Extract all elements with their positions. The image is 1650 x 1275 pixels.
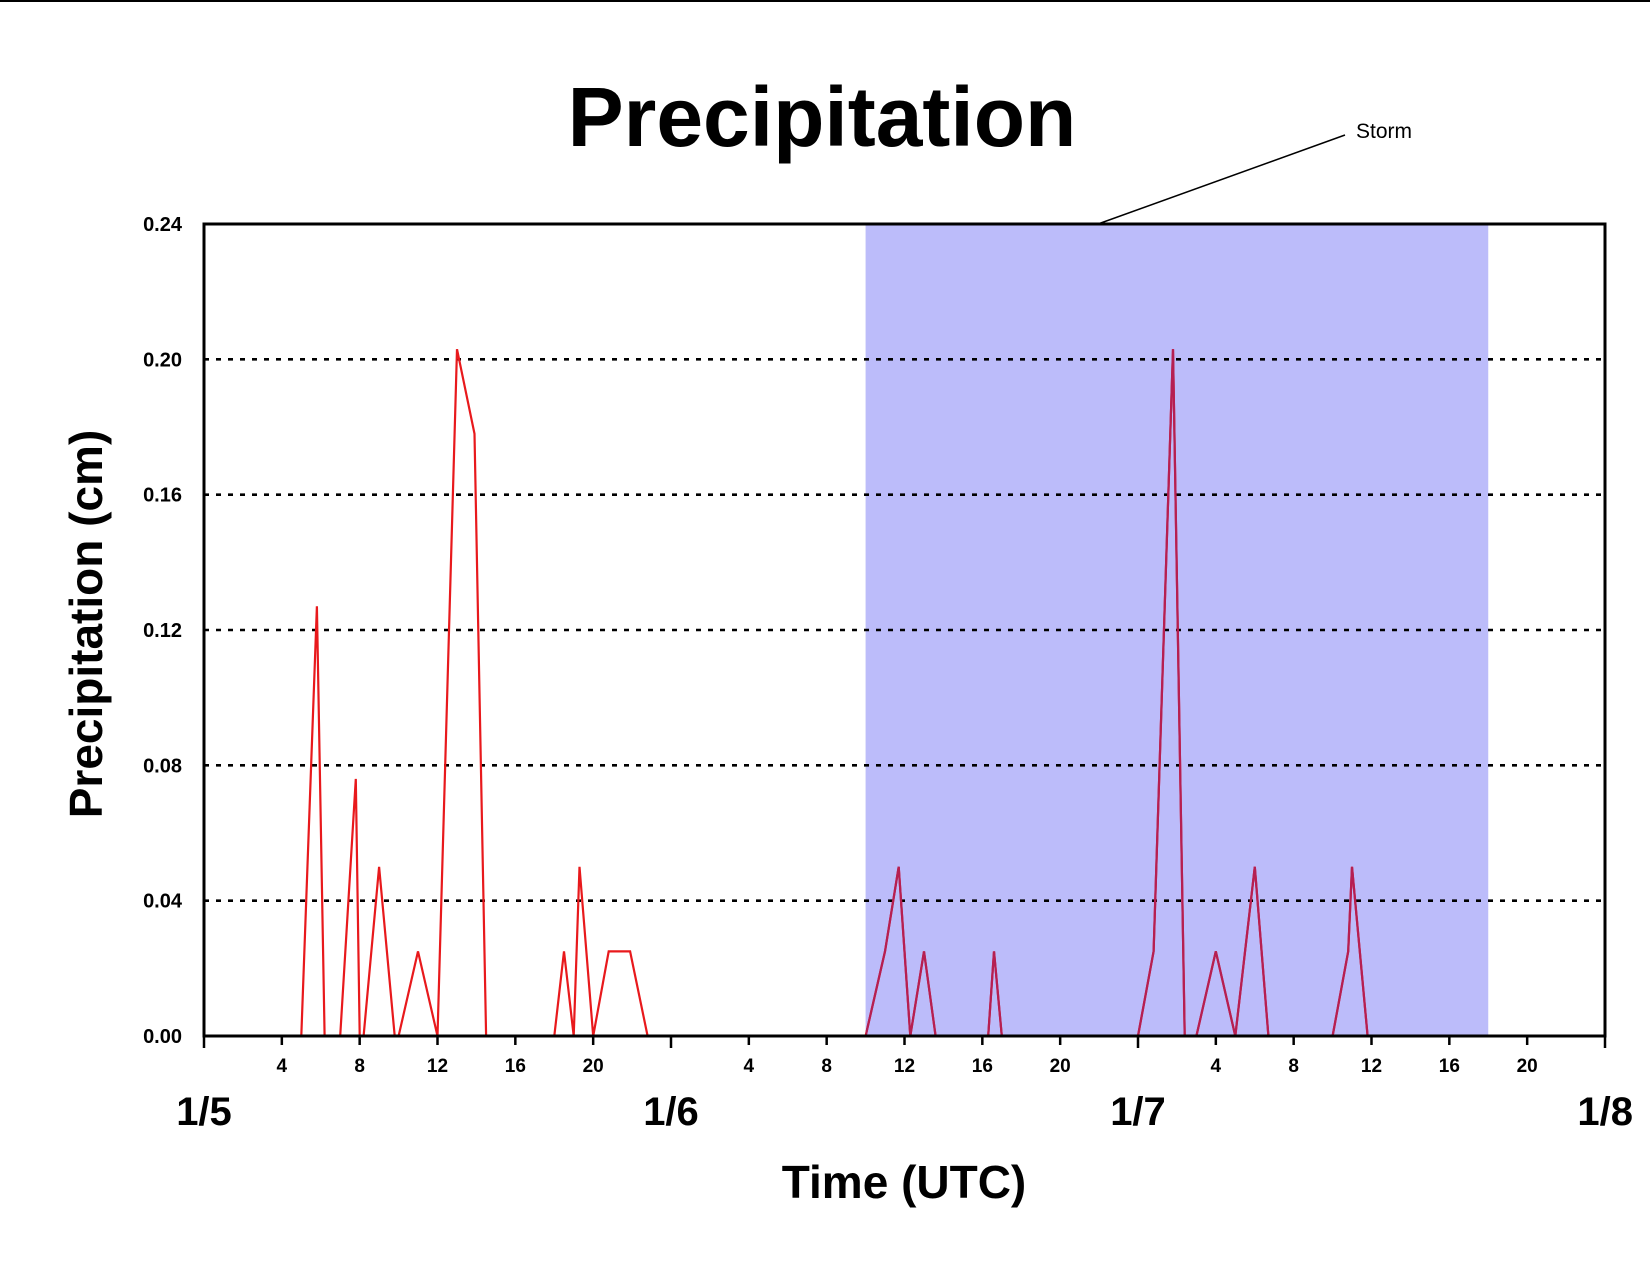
y-tick-label: 0.24	[143, 214, 183, 236]
x-tick-label: 12	[427, 1056, 448, 1077]
day-labels: 1/5 1/6 1/7 1/8	[176, 1090, 1633, 1134]
y-axis-label: Precipitation (cm)	[60, 430, 112, 819]
gridlines	[204, 358, 1605, 902]
storm-annotation-label: Storm	[1356, 120, 1412, 143]
day-label: 1/7	[1110, 1090, 1166, 1134]
chart-title: Precipitation	[568, 70, 1077, 164]
x-tick-label: 4	[277, 1056, 288, 1077]
x-tick-label: 20	[583, 1056, 604, 1077]
day-label: 1/8	[1577, 1090, 1633, 1134]
y-tick-label: 0.00	[143, 1026, 182, 1048]
day-label: 1/5	[176, 1090, 232, 1134]
y-tick-label: 0.08	[143, 755, 182, 777]
x-tick-label: 8	[821, 1056, 832, 1077]
x-tick-label: 20	[1050, 1056, 1071, 1077]
x-tick-label: 4	[744, 1056, 755, 1077]
x-tick-label: 20	[1517, 1056, 1538, 1077]
x-tick-label: 8	[354, 1056, 365, 1077]
x-axis-label: Time (UTC)	[782, 1156, 1027, 1208]
plot-frame	[202, 222, 1607, 1038]
x-tick-labels: 4 8 12 16 20 4 8 12 16 20 4 8 12 16 20	[277, 1056, 1538, 1077]
x-tick-label: 4	[1211, 1056, 1222, 1077]
x-tick-label: 16	[1439, 1056, 1460, 1077]
y-tick-label: 0.12	[143, 620, 182, 642]
y-tick-label: 0.04	[143, 891, 183, 913]
y-tick-label: 0.16	[143, 485, 182, 507]
day-label: 1/6	[643, 1090, 699, 1134]
x-tick-label: 16	[505, 1056, 526, 1077]
x-tick-label: 8	[1288, 1056, 1299, 1077]
top-border-rule	[0, 0, 1650, 2]
storm-annotation-leader-line	[1097, 134, 1346, 225]
x-tick-label: 12	[1361, 1056, 1382, 1077]
x-tick-marks	[202, 1036, 1607, 1048]
y-tick-labels: 0.00 0.04 0.08 0.12 0.16 0.20 0.24	[143, 214, 183, 1048]
y-tick-label: 0.20	[143, 349, 182, 371]
x-tick-label: 16	[972, 1056, 993, 1077]
x-tick-label: 12	[894, 1056, 915, 1077]
